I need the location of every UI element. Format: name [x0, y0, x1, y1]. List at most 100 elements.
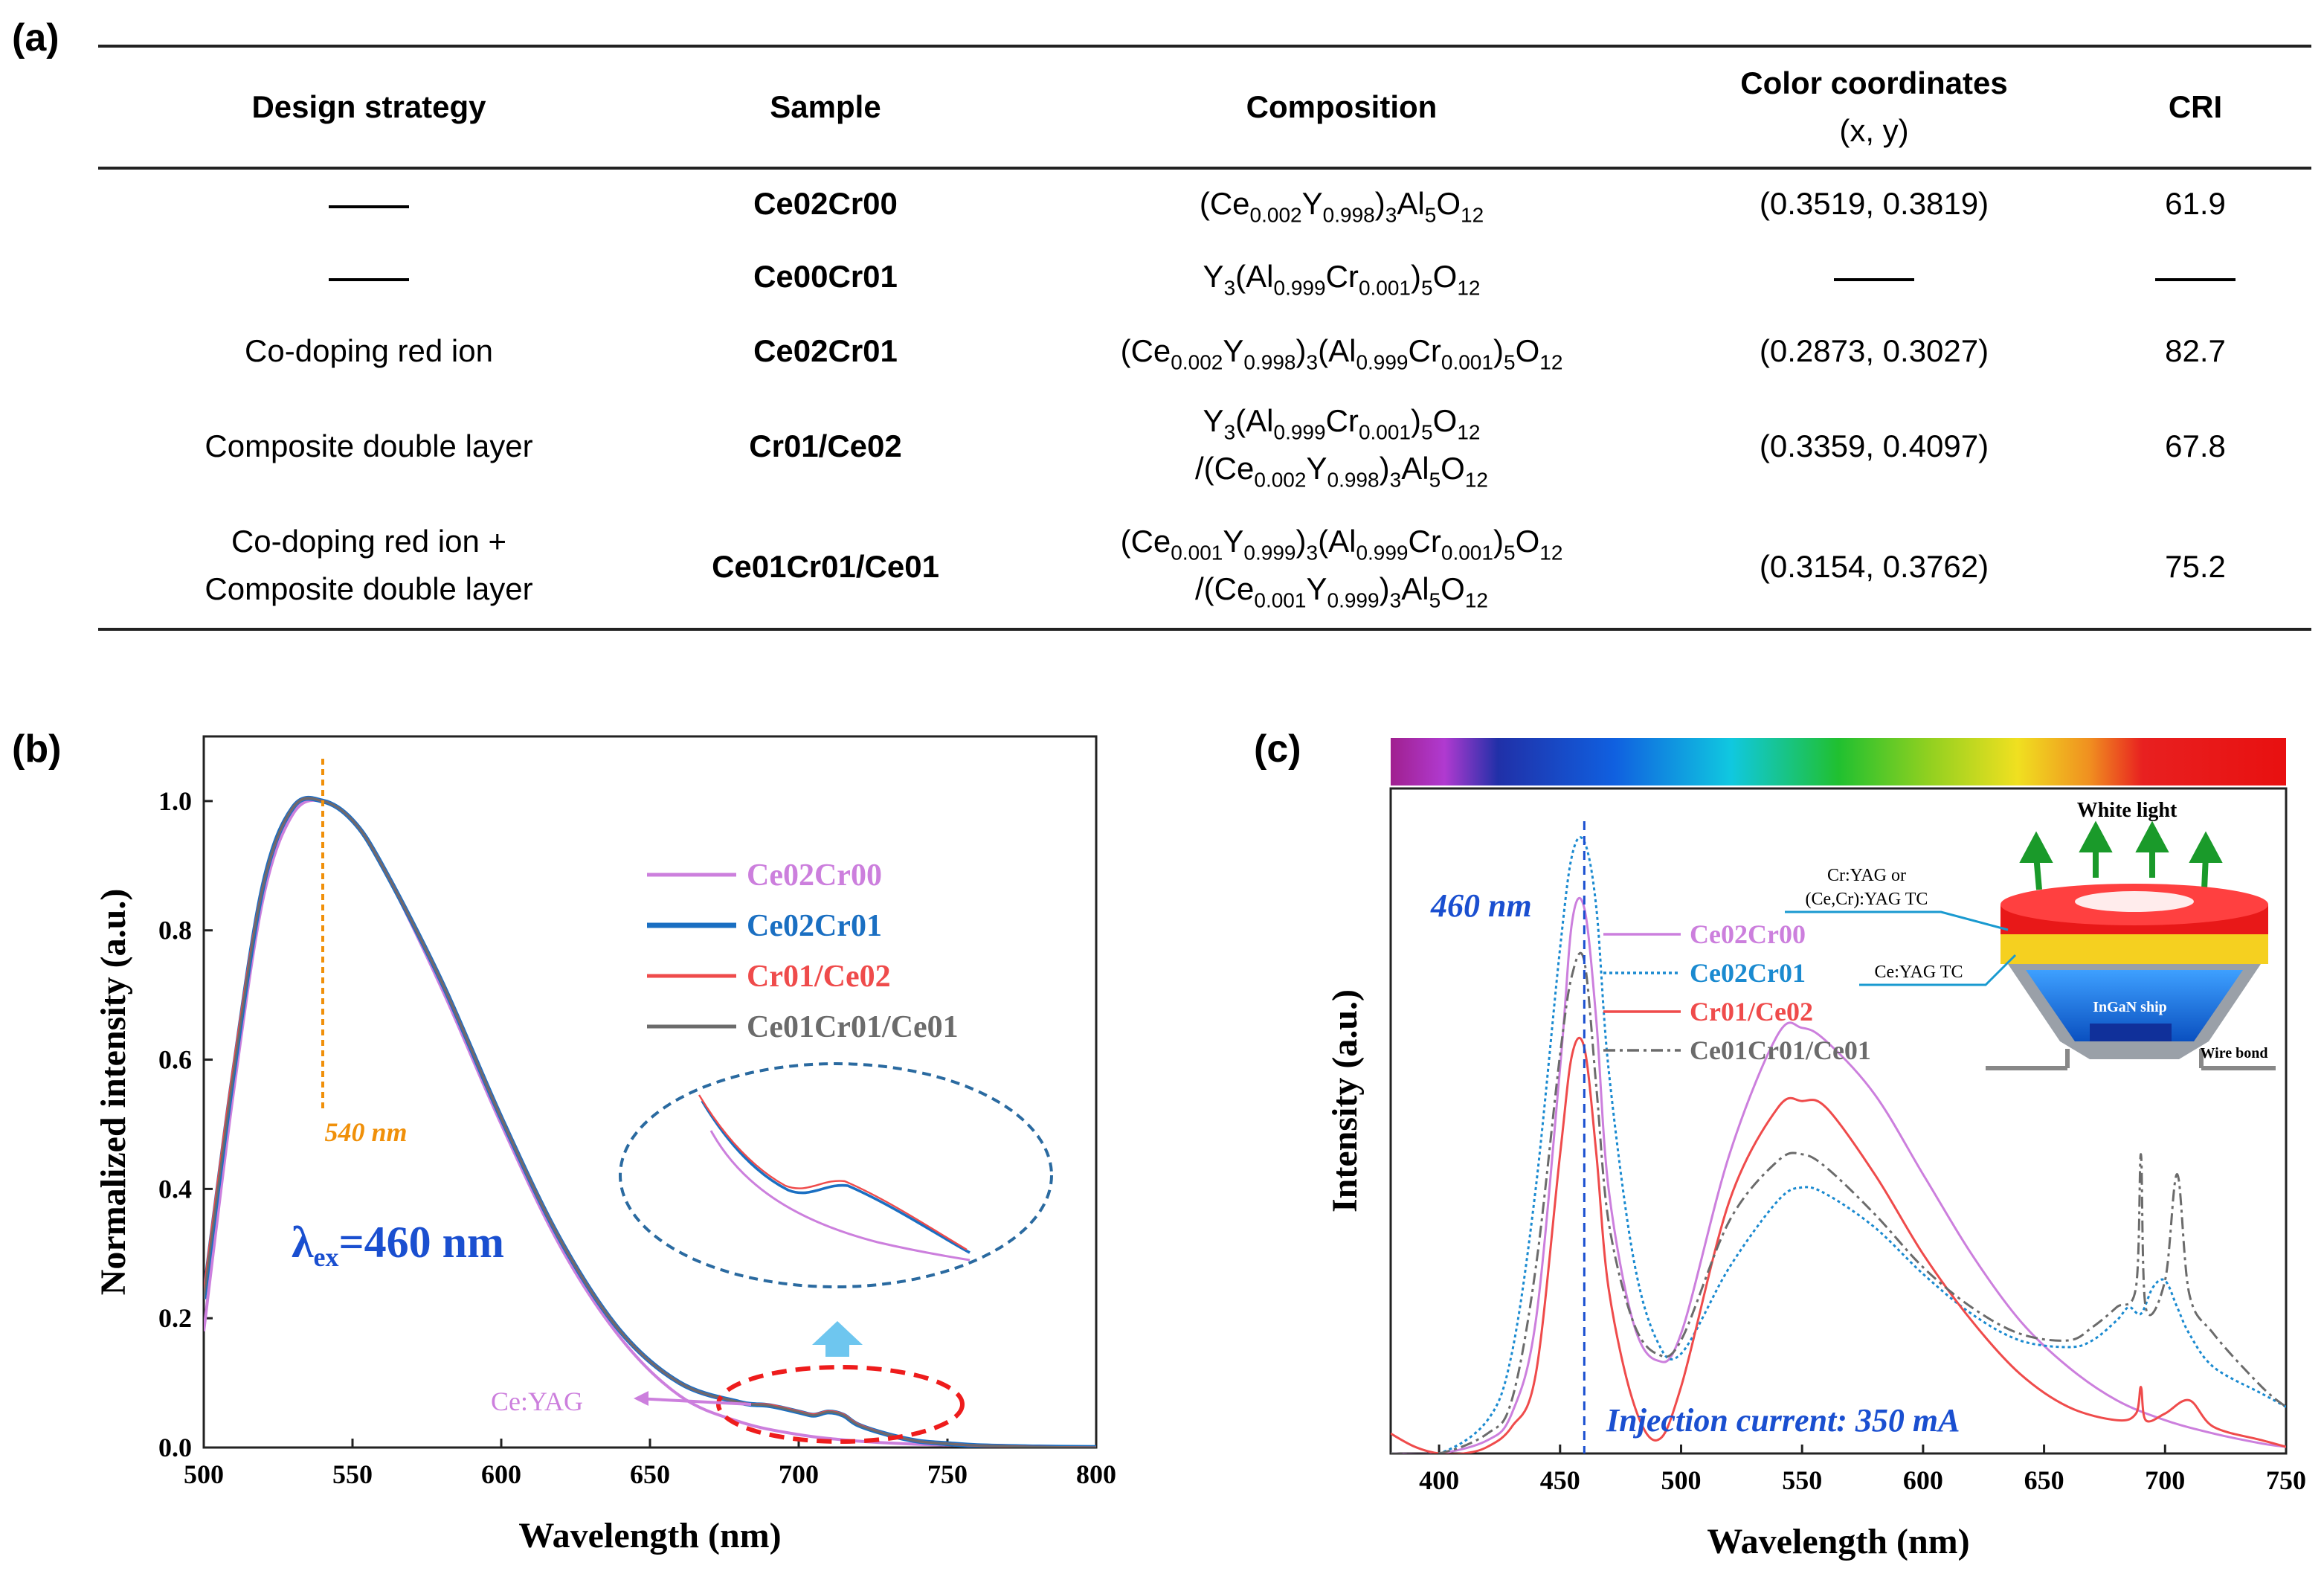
- y-axis-label: Normalized intensity (a.u.): [94, 889, 133, 1296]
- legend-label: Ce01Cr01/Ce01: [747, 1010, 959, 1044]
- chart-b-frame: [202, 735, 1098, 1449]
- led-schematic: White light Cr:YAG or (Ce,Cr):YAG TC Ce:…: [1785, 799, 2276, 1070]
- x-axis-label: Wavelength (nm): [1707, 1522, 1969, 1561]
- cri-cell: 67.8: [2165, 430, 2226, 464]
- header-color-coordinates: Color coordinates: [1740, 67, 2008, 101]
- legend-label: Ce02Cr01: [747, 909, 882, 943]
- series-line-cr01-ce02: [1391, 1036, 2286, 1453]
- chart-c-frame: [1389, 787, 2288, 1455]
- x-tick-label: 750: [927, 1459, 968, 1489]
- excitation-label: λex=460 nm: [292, 1218, 504, 1272]
- inset-curve-main: [701, 1100, 971, 1254]
- legend-label: Ce02Cr00: [1690, 919, 1806, 949]
- chart-b: 500 550 600 650 700 750 800 0.0 0.2 0.4 0.6 0.8 1.0 W…: [94, 735, 1116, 1555]
- color-coordinates-cell: (0.3154, 0.3762): [1759, 550, 1989, 585]
- series-line-ce02cr00: [204, 798, 1096, 1448]
- ceyag-arrow: [636, 1397, 752, 1406]
- cri-cell-dash: [2155, 278, 2236, 281]
- x-tick-label: 700: [2145, 1465, 2185, 1495]
- table-bottom-rule: [98, 628, 2311, 631]
- strategy-dash: [329, 205, 409, 208]
- x-tick-label: 800: [1076, 1459, 1116, 1489]
- header-composition: Composition: [1246, 91, 1438, 125]
- composition-cell: /(Ce0.001Y0.999)3Al5O12: [1195, 573, 1488, 612]
- composition-cell: Y3(Al0.999Cr0.001)5O12: [1203, 260, 1481, 300]
- spectrum-color-bar: [1391, 738, 2286, 786]
- x-tick-label: 550: [332, 1459, 373, 1489]
- composition-cell: (Ce0.002Y0.998)3(Al0.999Cr0.001)5O12: [1120, 335, 1563, 374]
- y-tick-label: 0.4: [158, 1174, 192, 1204]
- bottom-layer-label: Ce:YAG TC: [1875, 963, 1963, 982]
- y-tick-label: 0.2: [158, 1303, 192, 1333]
- sample-cell: Ce01Cr01/Ce01: [712, 550, 939, 585]
- inset-curve-red: [698, 1094, 968, 1251]
- cri-cell: 82.7: [2165, 335, 2226, 369]
- color-coordinates-cell: (0.3359, 0.4097): [1759, 430, 1989, 464]
- sample-cell: Cr01/Ce02: [749, 430, 902, 464]
- x-tick-label: 700: [779, 1459, 819, 1489]
- panel-label-c: (c): [1254, 726, 1301, 771]
- inset-curve-violet: [709, 1130, 971, 1262]
- header-design-strategy: Design strategy: [251, 91, 486, 125]
- y-tick-label: 1.0: [158, 786, 192, 816]
- y-tick-label: 0.0: [158, 1433, 192, 1462]
- peak-label: 460 nm: [1430, 887, 1532, 924]
- design-strategy-cell: Composite double layer: [205, 573, 533, 607]
- zoom-inset-ellipse: [619, 1062, 1053, 1288]
- series-line-ce02cr01: [1391, 836, 2286, 1453]
- design-strategy-cell: Composite double layer: [205, 430, 533, 464]
- wire-bond-label: Wire bond: [2201, 1045, 2268, 1061]
- x-tick-label: 650: [2024, 1465, 2064, 1495]
- composition-cell: Y3(Al0.999Cr0.001)5O12: [1203, 405, 1481, 444]
- injection-current-label: Injection current: 350 mA: [1606, 1402, 1960, 1439]
- strategy-dash: [329, 278, 409, 281]
- legend-label: Cr01/Ce02: [1690, 997, 1813, 1027]
- cri-cell: 75.2: [2165, 550, 2226, 585]
- zoom-arrow-icon: [812, 1321, 863, 1357]
- x-tick-label: 600: [1903, 1465, 1943, 1495]
- x-tick-label: 600: [481, 1459, 521, 1489]
- ingan-chip: [2090, 1024, 2172, 1041]
- chip-label: InGaN ship: [2093, 999, 2167, 1015]
- composition-cell: (Ce0.001Y0.999)3(Al0.999Cr0.001)5O12: [1120, 525, 1563, 565]
- light-arrows: [2019, 820, 2223, 890]
- led-cup-blue: [2026, 970, 2243, 1041]
- sample-cell: Ce02Cr00: [753, 187, 898, 222]
- y-tick-label: 0.8: [158, 916, 192, 945]
- x-axis-label: Wavelength (nm): [518, 1516, 781, 1555]
- table-header-rule: [98, 167, 2311, 170]
- x-tick-label: 450: [1540, 1465, 1580, 1495]
- design-strategy-cell: Co-doping red ion +: [231, 525, 507, 559]
- top-layer-label-2: (Ce,Cr):YAG TC: [1806, 890, 1928, 909]
- x-tick-label: 500: [184, 1459, 224, 1489]
- panel-label-a: (a): [12, 15, 59, 60]
- legend-label: Ce02Cr00: [747, 858, 882, 893]
- top-layer-label-1: Cr:YAG or: [1827, 866, 1906, 885]
- color-coordinates-cell-dash: [1834, 278, 1914, 281]
- y-axis-label: Intensity (a.u.): [1325, 989, 1365, 1212]
- cri-cell: 61.9: [2165, 187, 2226, 222]
- legend-label: Ce01Cr01/Ce01: [1690, 1035, 1871, 1065]
- color-coordinates-cell: (0.2873, 0.3027): [1759, 335, 1989, 369]
- x-tick-label: 650: [630, 1459, 670, 1489]
- ceyag-arrow-head: [634, 1391, 648, 1406]
- x-tick-label: 550: [1782, 1465, 1822, 1495]
- y-tick-label: 0.6: [158, 1045, 192, 1075]
- series-line-ce02cr00: [1391, 896, 2286, 1453]
- x-tick-label: 500: [1661, 1465, 1701, 1495]
- header-sample: Sample: [770, 91, 881, 125]
- chart-c: 400 450 500 550 600 650 700 750 Wavelength (nm) I…: [1325, 738, 2306, 1561]
- color-coordinates-cell: (0.3519, 0.3819): [1759, 187, 1989, 222]
- legend-label: Ce02Cr01: [1690, 958, 1806, 988]
- series-line-ce01cr01-ce01: [1391, 951, 2286, 1453]
- x-tick-label: 400: [1419, 1465, 1459, 1495]
- panel-label-b: (b): [12, 726, 62, 771]
- table-top-rule: [98, 45, 2311, 48]
- legend-label: Cr01/Ce02: [747, 960, 891, 994]
- sample-cell: Ce00Cr01: [753, 260, 898, 295]
- peak-label: 540 nm: [324, 1117, 407, 1147]
- sample-cell: Ce02Cr01: [753, 335, 898, 369]
- x-tick-label: 750: [2266, 1465, 2306, 1495]
- header-cri: CRI: [2168, 91, 2223, 125]
